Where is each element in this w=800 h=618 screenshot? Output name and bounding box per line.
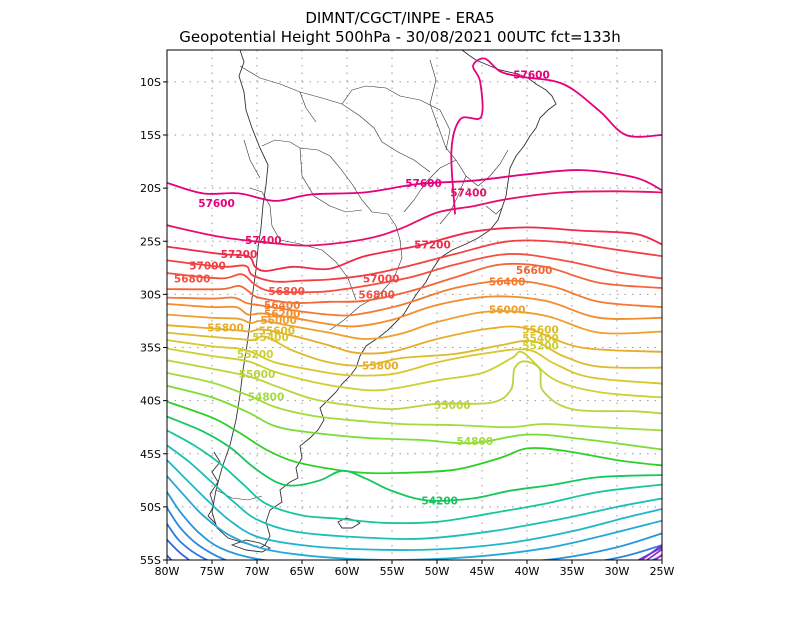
contour-label: 56800 [268,286,305,298]
contour-55600 [167,331,662,369]
contour-label: 55400 [522,333,559,345]
contour-53600 [167,459,662,551]
lon-tick-label: 45W [470,565,495,578]
contour-label: 57000 [363,273,400,285]
contour-53400 [167,475,662,560]
contour-52000 [639,544,662,560]
contour-56400 [167,279,662,317]
contour-56000 [167,310,662,340]
plot-frame [166,49,663,561]
contour-55400 [167,339,662,385]
contour-54000 [167,429,662,524]
contour-52800 [167,523,662,560]
contour-label: 57200 [414,239,451,251]
contour-57400 [167,190,662,247]
contour-label: 56400 [264,300,301,312]
contour-54400 [167,400,662,475]
falklands-islands [337,517,361,529]
axis-ticks: 80W 75W 70W 65W 60W 55W 50W 45W 40W 35W 30W 25W 10S 1… [140,76,675,578]
coastlines-and-borders [207,50,557,553]
contour-56800 [167,253,662,294]
lon-tick-label: 80W [155,565,180,578]
contour-label: 54800 [457,436,494,448]
contour-label: 56600 [516,265,553,277]
lat-tick-label: 40S [140,395,161,408]
lon-tick-label: 50W [425,565,450,578]
lon-tick-label: 25W [650,565,675,578]
contour-label: 56200 [264,309,301,321]
contour-label: 56000 [260,315,297,327]
contour-57200 [167,226,662,272]
lon-tick-label: 40W [515,565,540,578]
contour-54800 [167,372,662,432]
lat-tick-label: 30S [140,288,161,301]
contour-label: 54800 [248,391,285,403]
contour-label: 56400 [489,277,526,289]
contour-57000 [167,239,662,283]
contour-label: 57600 [513,69,550,81]
contour-label: 54200 [421,496,458,508]
geopotential-contours [167,57,662,560]
lat-tick-label: 45S [140,448,161,461]
contour-57600 [167,169,662,202]
lat-lon-gridlines [167,50,662,560]
contour-label: 55000 [239,369,276,381]
contour-53000 [167,507,662,560]
lon-tick-label: 70W [245,565,270,578]
contour-label: 55200 [522,340,559,352]
lon-tick-label: 30W [605,565,630,578]
contour-55000 [167,359,662,415]
contour-label: 57000 [189,261,226,273]
contour-label: 55800 [207,322,244,334]
contour-label: 57400 [245,235,282,247]
contour-51800 [645,548,662,560]
contour-53800 [167,444,662,540]
lat-tick-label: 10S [140,76,161,89]
contour-55800 [167,324,662,355]
lat-tick-label: 35S [140,342,161,355]
contour-label: 55800 [362,361,399,373]
lat-tick-label: 20S [140,182,161,195]
contour-label: 55600 [259,326,296,338]
title-line-1: DIMNT/CGCT/INPE - ERA5 [305,9,494,27]
contour-label: 57600 [198,198,235,210]
contour-label: 56800 [174,273,211,285]
lon-tick-label: 60W [335,565,360,578]
lat-tick-label: 50S [140,501,161,514]
contour-55200 [167,347,662,399]
contour-54600 [167,384,662,451]
south-america-coastline [211,50,557,549]
contour-label: 56800 [358,289,395,301]
contour-label: 57600 [405,178,442,190]
contour-labels: 5760057600576005740057400572005720057000… [174,69,559,507]
contour-label: 56000 [489,304,526,316]
contour-53200 [167,491,662,560]
contour-label: 55600 [522,324,559,336]
lat-tick-label: 55S [140,554,161,567]
title-line-2: Geopotential Height 500hPa - 30/08/2021 … [179,28,620,46]
contour-label: 55200 [237,349,274,361]
lon-tick-label: 35W [560,565,585,578]
country-borders [215,65,451,501]
lat-tick-label: 15S [140,129,161,142]
tierra-del-fuego [230,539,272,553]
contour-54200 [167,415,662,502]
lon-tick-label: 55W [380,565,405,578]
lat-tick-label: 25S [140,235,161,248]
lon-tick-label: 65W [290,565,315,578]
contour-label: 57200 [221,249,258,261]
contour-57600 [450,57,662,215]
contour-56200 [167,295,662,328]
contour-label: 55400 [252,332,289,344]
contour-label: 55000 [434,400,471,412]
contour-label: 57400 [450,187,487,199]
lon-tick-label: 75W [200,565,225,578]
contour-56600 [167,262,662,304]
